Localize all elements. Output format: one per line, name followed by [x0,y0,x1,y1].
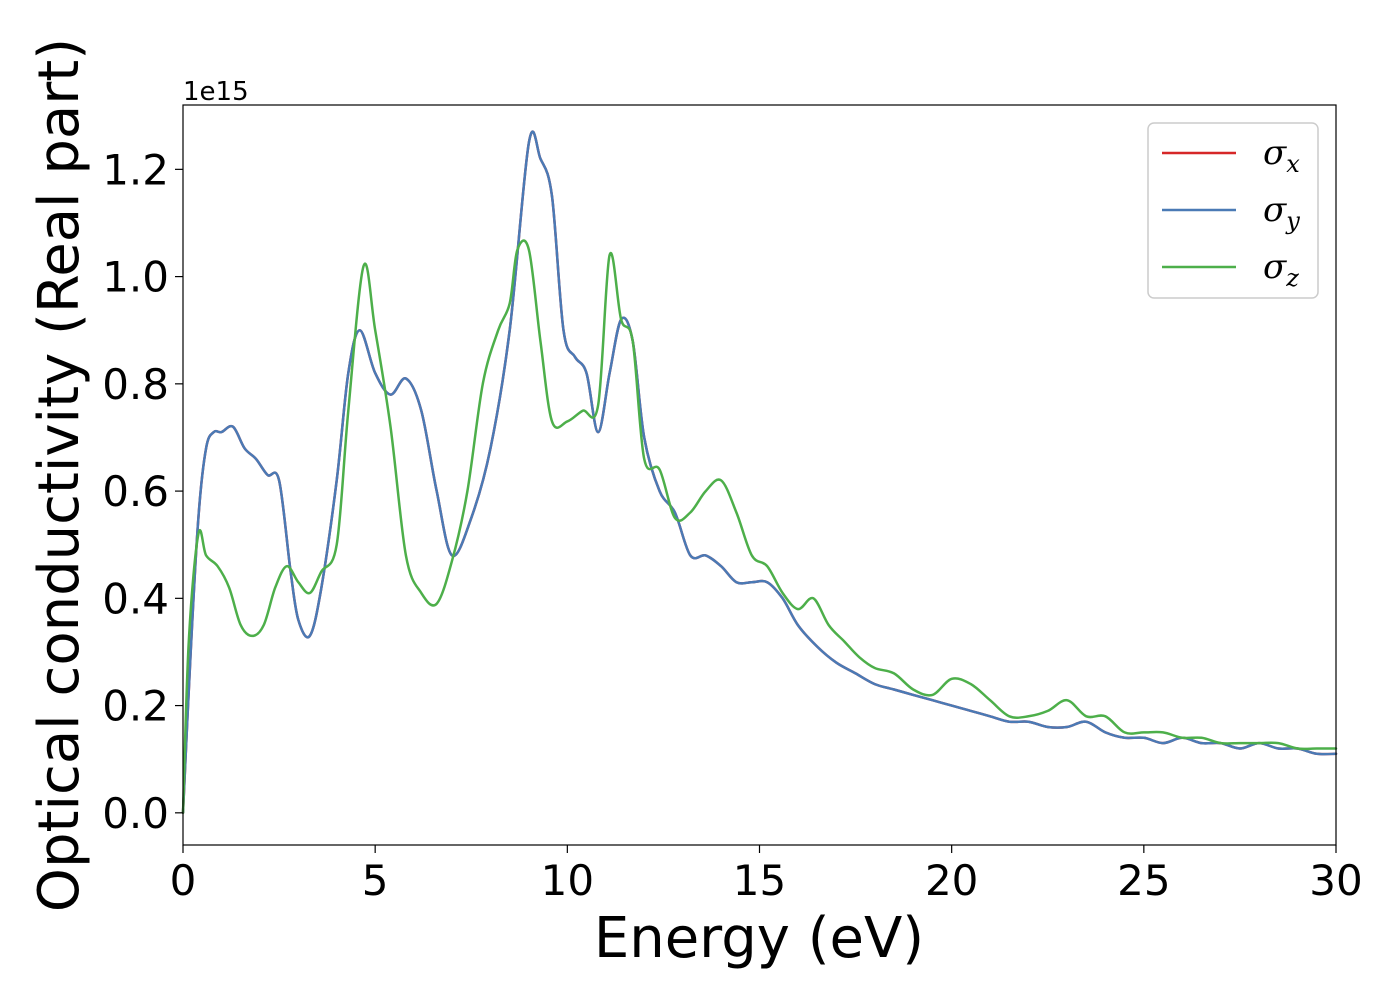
series-line-z [181,239,1338,815]
legend-label-z: σz [1263,247,1299,292]
y-axis: 0.0 0.2 0.4 0.6 0.8 1.0 1.2 [102,145,183,838]
y-tick-label: 1.2 [102,145,169,194]
y-tick-label: 0.6 [102,467,169,516]
y-tick-label: 0.0 [102,789,169,838]
x-tick-label: 20 [925,856,978,905]
y-tick-label: 1.0 [102,253,169,302]
y-axis-label: Optical conductivity (Real part) [27,38,92,912]
x-tick-label: 5 [362,856,389,905]
x-tick-label: 0 [170,856,197,905]
y-tick-label: 0.8 [102,360,169,409]
y-offset-label: 1e15 [183,77,249,107]
x-tick-label: 10 [541,856,594,905]
y-tick-label: 0.2 [102,682,169,731]
series-layer [181,130,1338,815]
x-axis-label: Energy (eV) [594,906,924,971]
x-tick-label: 30 [1309,856,1362,905]
x-axis: 0 5 10 15 20 25 30 [170,845,1363,905]
x-tick-label: 25 [1117,856,1170,905]
y-tick-label: 0.4 [102,574,169,623]
x-tick-label: 15 [733,856,786,905]
